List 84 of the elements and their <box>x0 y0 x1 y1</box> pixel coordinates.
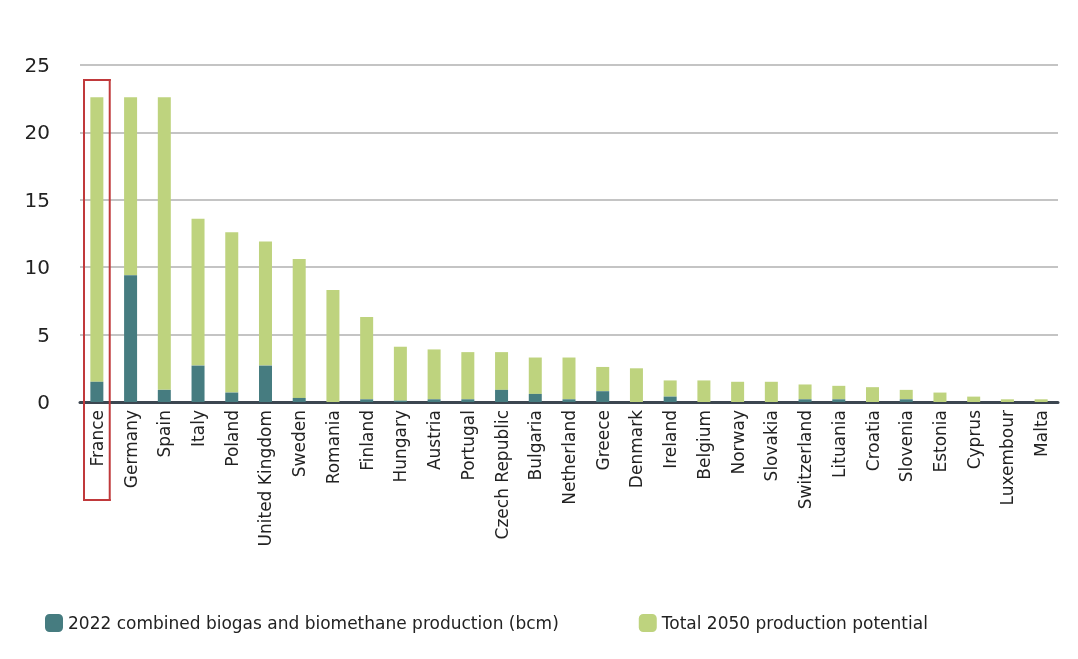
bar <box>461 399 475 402</box>
bar <box>157 389 171 402</box>
bar <box>495 389 509 402</box>
bar <box>629 368 643 402</box>
bar <box>663 380 677 397</box>
bar <box>427 349 441 400</box>
bar <box>1000 399 1014 402</box>
x-tick-label: Portugal <box>457 410 478 481</box>
bar <box>1034 399 1048 402</box>
x-tick-label: Netherland <box>559 410 579 505</box>
bar <box>967 396 981 402</box>
x-tick-label: Spain <box>154 410 175 458</box>
bar <box>258 365 272 402</box>
x-tick-label: Cyprus <box>963 409 984 470</box>
y-tick-label: 10 <box>24 255 50 280</box>
bar <box>360 399 374 402</box>
bar <box>427 399 441 402</box>
bar <box>832 399 846 402</box>
bar <box>866 387 880 402</box>
bar <box>90 97 104 382</box>
x-tick-label: United Kingdom <box>255 410 276 547</box>
bar <box>225 232 239 393</box>
y-tick-label: 15 <box>24 187 50 212</box>
x-tick-label: Denmark <box>626 409 647 489</box>
bar <box>258 241 272 366</box>
bar <box>798 399 812 402</box>
x-tick-label: Hungary <box>390 410 411 483</box>
x-tick-label: Estonia <box>929 410 950 473</box>
x-tick-label: Lituania <box>828 410 849 478</box>
x-tick-label: Belgium <box>693 410 714 480</box>
x-tick-label: Finland <box>356 410 377 471</box>
bar <box>528 357 542 394</box>
x-tick-label: Slovakia <box>761 410 782 482</box>
x-tick-label: Bulgaria <box>525 410 546 481</box>
x-tick-label: Slovenia <box>896 410 917 483</box>
bar <box>596 391 610 402</box>
bar <box>124 97 138 276</box>
x-tick-label: Norway <box>727 410 748 475</box>
bar <box>798 384 812 400</box>
bar <box>899 399 913 402</box>
bar <box>191 365 205 402</box>
legend-label: Total 2050 production potential <box>660 613 928 633</box>
bar <box>157 97 171 390</box>
x-tick-label: Ireland <box>660 410 681 469</box>
bar <box>326 290 340 402</box>
y-tick-label: 5 <box>37 322 50 347</box>
x-tick-label: Germany <box>120 410 141 489</box>
bar <box>191 218 205 366</box>
y-tick-label: 25 <box>24 53 50 77</box>
bar <box>697 380 711 402</box>
bar <box>393 346 407 401</box>
bar <box>933 392 947 402</box>
bar <box>731 381 745 402</box>
bar <box>899 389 913 400</box>
bar <box>495 352 509 390</box>
y-tick-label: 0 <box>37 390 50 414</box>
bar <box>764 381 778 402</box>
bar <box>360 317 374 400</box>
bar <box>596 366 610 392</box>
x-tick-label: Greece <box>592 410 613 471</box>
bar <box>562 357 576 400</box>
x-tick-label: Luxembour <box>997 410 1018 506</box>
x-tick-label: Croatia <box>862 410 883 472</box>
bar <box>292 259 306 398</box>
x-tick-label: Sweden <box>289 410 310 478</box>
bar <box>292 397 306 402</box>
bar <box>832 385 846 400</box>
x-tick-label: Romania <box>322 410 343 485</box>
bar <box>124 275 138 402</box>
x-tick-label: Malta <box>1031 410 1052 457</box>
y-tick-label: 20 <box>24 120 50 145</box>
x-tick-label: Poland <box>221 410 242 467</box>
x-tick-label: France <box>86 410 107 467</box>
x-tick-label: Austria <box>424 410 445 471</box>
bar <box>225 392 239 402</box>
bar <box>90 381 104 402</box>
legend-label: 2022 combined biogas and biomethane production (bcm) <box>68 613 559 633</box>
bar <box>461 352 475 400</box>
bar <box>528 393 542 402</box>
x-tick-label: Czech Republic <box>491 410 512 540</box>
x-tick-label: Switzerland <box>795 410 816 510</box>
bar <box>663 396 677 402</box>
bar <box>562 399 576 402</box>
x-tick-label: Italy <box>188 410 209 447</box>
